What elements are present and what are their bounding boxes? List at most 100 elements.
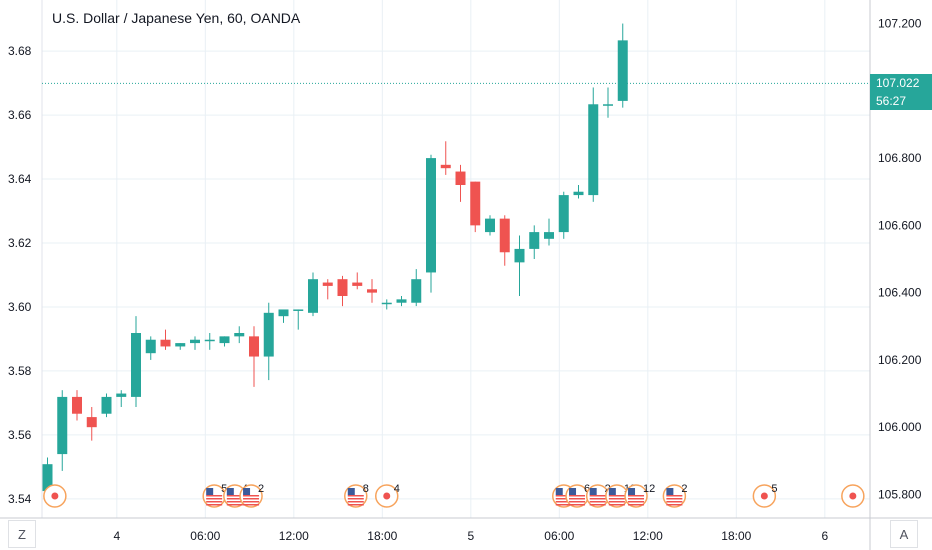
event-count: 8: [363, 483, 369, 495]
candle-body: [485, 218, 495, 233]
flag-stripe: [608, 501, 625, 503]
candle: [352, 272, 363, 290]
flag-stripe: [206, 504, 223, 506]
candle-body: [588, 104, 599, 196]
candle: [308, 272, 318, 317]
candle-body: [337, 279, 348, 296]
flag-stripe: [347, 504, 364, 506]
time-tick-label: 06:00: [190, 529, 220, 543]
event-dot-icon[interactable]: 4: [375, 483, 400, 508]
flag-stripe: [226, 504, 243, 506]
flag-canton: [206, 488, 214, 495]
candle: [116, 390, 127, 407]
current-price-label: 107.022: [870, 74, 932, 93]
event-count: 5: [221, 483, 227, 495]
right-tick-label: 106.800: [878, 151, 922, 165]
candle-body: [470, 181, 481, 226]
flag-stripe: [347, 498, 364, 500]
candle-body: [219, 336, 230, 344]
event-dot-icon[interactable]: [43, 484, 67, 508]
candle: [485, 215, 495, 236]
candle-body: [499, 218, 510, 253]
flag-stripe: [628, 498, 645, 500]
flag-stripe: [347, 501, 364, 503]
candle-body: [381, 302, 392, 305]
candle-body: [529, 232, 540, 249]
auto-scale-button[interactable]: A: [890, 520, 918, 548]
candle: [514, 235, 525, 296]
event-flag-icon[interactable]: 5: [202, 483, 227, 508]
candle-body: [396, 299, 407, 303]
event-flag-icon[interactable]: 12: [624, 483, 655, 508]
left-price-axis[interactable]: 3.54 3.56 3.58 3.60 3.62 3.64 3.66 3.68: [8, 44, 32, 506]
candle: [72, 390, 82, 421]
candle: [617, 23, 628, 108]
event-flag-icon[interactable]: 8: [344, 483, 369, 508]
candle-body: [101, 396, 112, 414]
flag-stripe: [569, 495, 586, 497]
candle: [249, 326, 259, 387]
candle: [145, 336, 156, 360]
flag-stripe: [608, 498, 625, 500]
candle-body: [573, 191, 584, 196]
candle-body: [367, 289, 377, 293]
right-tick-label: 106.400: [878, 286, 922, 300]
flag-stripe: [569, 501, 586, 503]
event-dot: [760, 492, 768, 500]
candle: [293, 309, 304, 330]
event-dot-icon[interactable]: 5: [752, 483, 777, 508]
candle: [204, 333, 215, 350]
economic-events-row[interactable]: 5428462131225: [43, 483, 865, 508]
right-tick-label: 106.200: [878, 353, 922, 367]
timezone-button[interactable]: Z: [8, 520, 36, 548]
candle: [529, 225, 540, 259]
candle-body: [204, 339, 215, 342]
candle: [337, 275, 348, 307]
flag-stripe: [226, 498, 243, 500]
candle-body: [116, 393, 127, 397]
flag-stripe: [569, 504, 586, 506]
flag-stripe: [608, 504, 625, 506]
candle: [190, 336, 200, 350]
candle: [263, 302, 274, 381]
candle: [175, 343, 186, 350]
candle-body: [322, 282, 333, 286]
right-tick-label: 106.600: [878, 218, 922, 232]
flag-stripe: [206, 495, 223, 497]
flag-stripe: [243, 498, 260, 500]
flag-stripe: [628, 504, 645, 506]
left-tick-label: 3.68: [8, 44, 32, 58]
time-axis[interactable]: 4 06:00 12:00 18:00 5 06:00 12:00 18:00 6: [113, 529, 828, 543]
candle: [219, 336, 230, 347]
flag-canton: [347, 488, 355, 495]
candle-body: [278, 309, 289, 317]
candle-body: [440, 164, 451, 169]
candle: [426, 154, 436, 293]
candlestick-series: [42, 23, 628, 502]
flag-canton: [589, 488, 597, 495]
candle: [57, 390, 68, 471]
candle: [411, 269, 422, 307]
flag-canton: [666, 488, 674, 495]
event-count: 4: [394, 483, 400, 495]
candle-body: [308, 279, 318, 313]
event-count: 12: [643, 483, 655, 495]
event-flag-icon[interactable]: 6: [565, 483, 590, 508]
flag-canton: [608, 488, 616, 495]
event-flag-icon[interactable]: 2: [662, 483, 688, 508]
candle-body: [72, 396, 82, 414]
time-tick-label: 12:00: [633, 529, 663, 543]
flag-stripe: [589, 504, 606, 506]
candle-body: [617, 40, 628, 101]
candle: [101, 393, 112, 418]
flag-stripe: [589, 501, 606, 503]
time-tick-label: 12:00: [279, 529, 309, 543]
flag-stripe: [206, 498, 223, 500]
flag-stripe: [226, 495, 243, 497]
grid-lines: [42, 0, 870, 518]
candle-body: [145, 339, 156, 354]
event-flag-icon[interactable]: 2: [239, 483, 264, 508]
event-dot-icon[interactable]: [841, 484, 865, 508]
candle-body: [190, 339, 200, 344]
